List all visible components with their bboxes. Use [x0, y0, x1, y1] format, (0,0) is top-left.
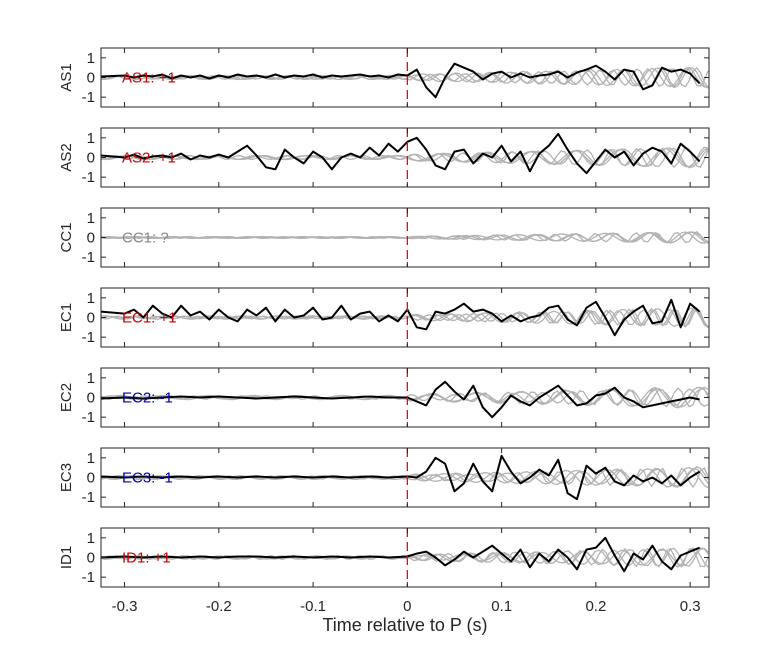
- panel-as2: AS2: +1 1 0 -1 AS2: [58, 127, 710, 188]
- x-tick-label: -0.1: [300, 598, 326, 615]
- panel-cc1: CC1: ? 1 0 -1 CC1: [58, 207, 710, 268]
- waveform-trace-line: [100, 536, 700, 573]
- y-axis-label: EC2: [58, 383, 75, 412]
- y-axis-label: AS2: [58, 143, 75, 171]
- y-tick-label: 1: [87, 290, 95, 307]
- y-tick-label: 0: [87, 150, 95, 167]
- y-tick-label: -1: [82, 409, 95, 426]
- y-tick-label: 0: [87, 550, 95, 567]
- x-axis: -0.3 -0.2 -0.1 0 0.1 0.2 0.3: [112, 598, 701, 615]
- background-trace-line: [100, 147, 709, 168]
- y-tick-label: 1: [87, 370, 95, 387]
- waveform-trace-line: [100, 380, 700, 419]
- panel-id1: ID1: +1 1 0 -1 ID1: [58, 527, 710, 588]
- panel-ec3: EC3: -1 1 0 -1 EC3: [58, 447, 710, 508]
- y-tick-label: -1: [82, 89, 95, 106]
- y-tick-label: 1: [87, 50, 95, 67]
- waveform-trace-line: [100, 62, 701, 99]
- x-tick-label: 0.3: [680, 598, 701, 615]
- y-axis-label: CC1: [58, 222, 75, 252]
- polarity-label: CC1: ?: [122, 230, 169, 247]
- polarity-label: AS1: +1: [122, 70, 176, 87]
- polarity-label: AS2: +1: [122, 150, 176, 167]
- y-axis-label: ID1: [58, 546, 75, 569]
- y-tick-label: 0: [87, 310, 95, 327]
- background-trace-line: [100, 67, 709, 89]
- y-tick-label: -1: [82, 569, 95, 586]
- x-tick-label: -0.2: [206, 598, 232, 615]
- polarity-label: EC3: -1: [122, 470, 173, 487]
- y-tick-label: 1: [87, 450, 95, 467]
- y-tick-label: -1: [82, 249, 95, 266]
- background-trace-line: [100, 307, 709, 328]
- waveform-trace-line: [100, 454, 701, 501]
- y-axis-label: EC3: [58, 463, 75, 492]
- x-tick-label: 0.2: [585, 598, 606, 615]
- y-tick-label: 0: [87, 470, 95, 487]
- x-tick-label: -0.3: [112, 598, 138, 615]
- x-tick-label: 0.1: [491, 598, 512, 615]
- y-tick-label: -1: [82, 169, 95, 186]
- y-tick-label: 1: [87, 210, 95, 227]
- y-tick-label: -1: [82, 329, 95, 346]
- background-trace-line: [100, 231, 709, 244]
- x-tick-label: 0: [403, 598, 411, 615]
- y-tick-label: 0: [87, 390, 95, 407]
- y-axis-label: EC1: [58, 303, 75, 332]
- y-tick-label: 1: [87, 130, 95, 147]
- panel-as1: AS1: +1 1 0 -1 AS1: [58, 47, 710, 108]
- y-tick-label: -1: [82, 489, 95, 506]
- background-trace-line: [100, 547, 709, 567]
- y-tick-label: 0: [87, 230, 95, 247]
- polarity-label: ID1: +1: [122, 550, 171, 567]
- panel-ec1: EC1: +1 1 0 -1 EC1: [58, 287, 710, 348]
- polarity-label: EC1: +1: [122, 310, 177, 327]
- y-axis-label: AS1: [58, 63, 75, 91]
- y-tick-label: 1: [87, 530, 95, 547]
- y-tick-label: 0: [87, 70, 95, 87]
- panel-ec2: EC2: -1 1 0 -1 EC2: [58, 367, 710, 428]
- waveform-trace-line: [100, 132, 701, 175]
- x-axis-label: Time relative to P (s): [322, 615, 487, 635]
- polarity-label: EC2: -1: [122, 390, 173, 407]
